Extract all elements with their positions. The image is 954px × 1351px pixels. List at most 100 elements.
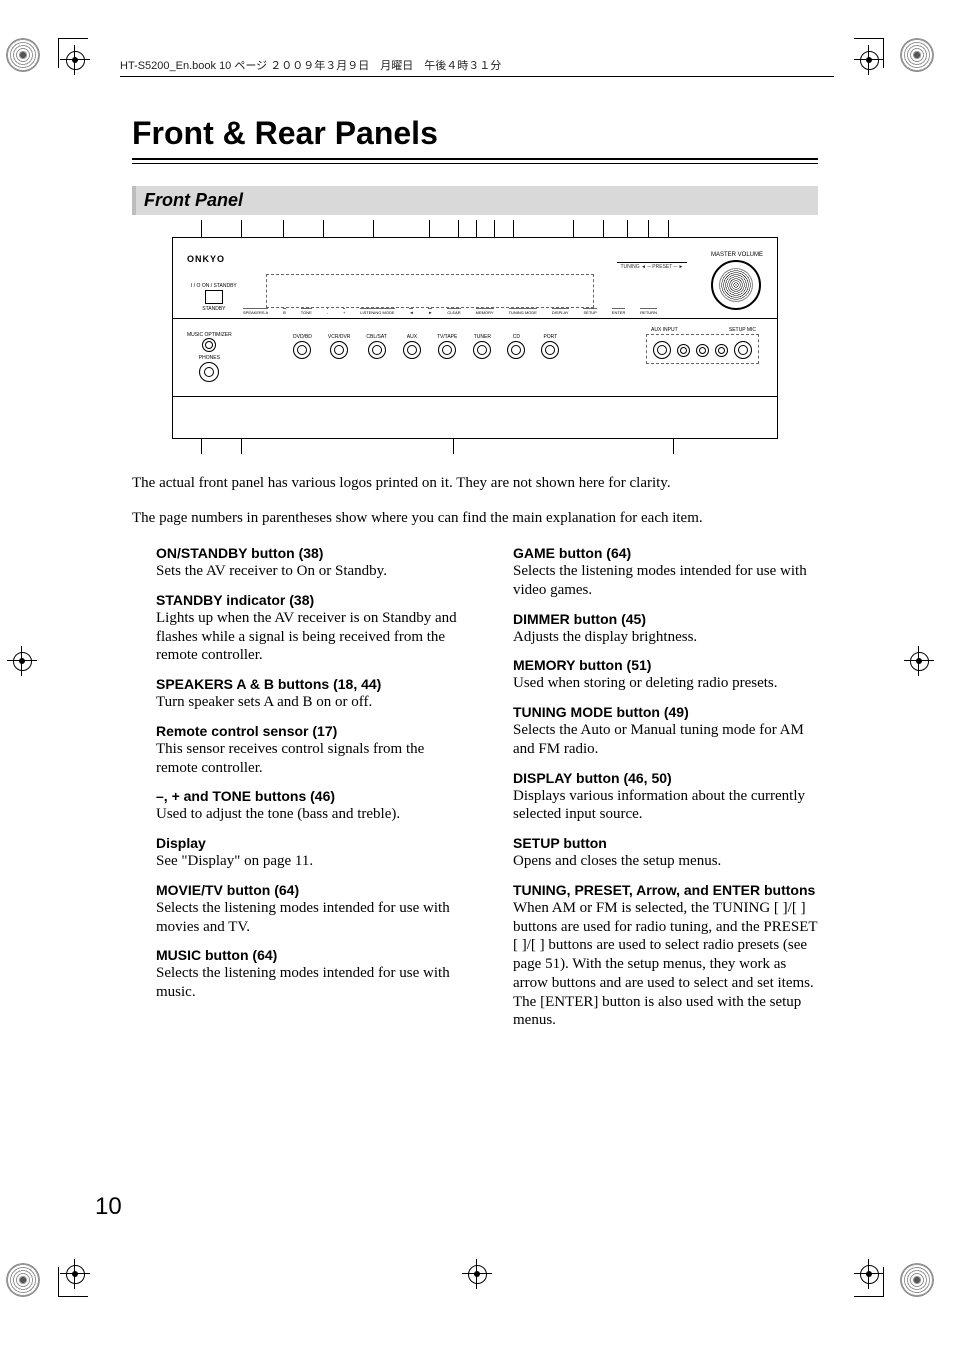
button-label: LISTENING MODE [360, 308, 394, 315]
crosshair-icon [60, 1259, 90, 1289]
music-opt-label: MUSIC OPTIMIZER [187, 332, 232, 338]
crop-corner [883, 38, 884, 68]
crosshair-icon [60, 45, 90, 75]
item-heading: MUSIC button (64) [156, 947, 461, 963]
button-label: TONE [301, 308, 312, 315]
item-heading: SPEAKERS A & B buttons (18, 44) [156, 676, 461, 692]
optimizer-icon [202, 338, 216, 352]
item-heading: SETUP button [513, 835, 818, 851]
button-label: ► [428, 308, 432, 315]
jack-icon [734, 341, 752, 359]
button-label: CLEAR [447, 308, 460, 315]
item-heading: TUNING MODE button (49) [513, 704, 818, 720]
description-item: MEMORY button (51) Used when storing or d… [513, 657, 818, 693]
display-area [266, 274, 594, 308]
description-item: SETUP button Opens and closes the setup m… [513, 835, 818, 871]
crop-corner [58, 1296, 88, 1297]
master-volume: MASTER VOLUME [711, 252, 763, 310]
item-description: When AM or FM is selected, the TUNING [ … [513, 900, 817, 1029]
button-label: B [283, 308, 286, 315]
file-header-text: HT-S5200_En.book 10 ページ ２００９年３月９日 月曜日 午後… [120, 60, 501, 72]
crop-corner [58, 1267, 59, 1297]
regmark-bl [6, 1263, 40, 1297]
master-volume-label: MASTER VOLUME [711, 252, 763, 258]
selector-knob: TV/TAPE [437, 334, 457, 359]
item-description: Selects the listening modes intended for… [513, 563, 807, 598]
description-columns: ON/STANDBY button (38)Sets the AV receiv… [132, 545, 818, 1041]
button-label: SPEAKERS A [243, 308, 268, 315]
item-description: See "Display" on page 11. [156, 853, 313, 869]
title-rule [132, 158, 818, 164]
jack-icon [715, 344, 728, 357]
caption-1: The actual front panel has various logos… [132, 475, 818, 492]
item-heading: STANDBY indicator (38) [156, 592, 461, 608]
phones-label: PHONES [187, 355, 232, 361]
crosshair-icon [854, 1259, 884, 1289]
item-heading: DIMMER button (45) [513, 611, 818, 627]
jack-icon [696, 344, 709, 357]
description-item: TUNING MODE button (49) Selects the Auto … [513, 704, 818, 759]
item-description: Selects the listening modes intended for… [156, 965, 450, 1000]
item-heading: –, + and TONE buttons (46) [156, 788, 461, 804]
selector-knob: TUNER [473, 334, 491, 359]
standby-label: I / O ON / STANDBY [191, 283, 237, 289]
item-description: This sensor receives control signals fro… [156, 741, 424, 776]
selector-knob: VCR/DVR [328, 334, 351, 359]
crosshair-icon [7, 646, 37, 676]
page: HT-S5200_En.book 10 ページ ２００９年３月９日 月曜日 午後… [0, 0, 954, 1351]
tuning-preset-label: TUNING ◄ ─ PRESET ─ ► [617, 262, 687, 270]
standby-button: I / O ON / STANDBY STANDBY [191, 283, 237, 312]
button-label: - [327, 308, 328, 315]
left-column: ON/STANDBY button (38)Sets the AV receiv… [132, 545, 461, 1041]
selector-knob: AUX [403, 334, 421, 359]
right-column: GAME button (64) Selects the listening mo… [489, 545, 818, 1041]
item-heading: MEMORY button (51) [513, 657, 818, 673]
section-heading: Front Panel [132, 186, 818, 215]
crop-corner [58, 38, 59, 68]
phones-jack-icon [199, 362, 219, 382]
item-description: Opens and closes the setup menus. [513, 853, 721, 869]
button-label: DISPLAY [552, 308, 569, 315]
crosshair-icon [462, 1259, 492, 1289]
item-description: Lights up when the AV receiver is on Sta… [156, 610, 457, 664]
button-row-labels: SPEAKERS ABTONE-+LISTENING MODE◄►CLEARME… [243, 308, 657, 315]
item-heading: Display [156, 835, 461, 851]
description-item: GAME button (64) Selects the listening mo… [513, 545, 818, 600]
crosshair-icon [904, 646, 934, 676]
jack-icon [677, 344, 690, 357]
regmark-tr [900, 38, 934, 72]
aux-input-section: AUX INPUTSETUP MIC [646, 334, 759, 364]
item-heading: MOVIE/TV button (64) [156, 882, 461, 898]
description-item: TUNING, PRESET, Arrow, and ENTER buttons… [513, 882, 818, 1030]
description-item: ON/STANDBY button (38)Sets the AV receiv… [156, 545, 461, 581]
item-heading: GAME button (64) [513, 545, 818, 561]
item-description: Used when storing or deleting radio pres… [513, 675, 778, 691]
item-heading: DISPLAY button (46, 50) [513, 770, 818, 786]
selector-knob: CD [507, 334, 525, 359]
item-description: Selects the listening modes intended for… [156, 900, 450, 935]
item-description: Selects the Auto or Manual tuning mode f… [513, 722, 804, 757]
description-item: STANDBY indicator (38) Lights up when the… [156, 592, 461, 665]
description-item: MUSIC button (64) Selects the listening m… [156, 947, 461, 1002]
item-description: Turn speaker sets A and B on or off. [156, 694, 372, 710]
crop-corner [854, 1296, 884, 1297]
description-item: MOVIE/TV button (64) Selects the listenin… [156, 882, 461, 937]
crop-corner [883, 1267, 884, 1297]
description-item: –, + and TONE buttons (46) Used to adjust… [156, 788, 461, 824]
item-description: Displays various information about the c… [513, 788, 805, 823]
description-item: DISPLAY button (46, 50) Displays various … [513, 770, 818, 825]
button-label: SETUP [583, 308, 596, 315]
front-panel-diagram: ONKYO MASTER VOLUME TUNING ◄ ─ PRESET ─ … [172, 237, 778, 439]
button-label: RETURN [640, 308, 657, 315]
crop-corner [854, 38, 884, 39]
item-description: Used to adjust the tone (bass and treble… [156, 806, 400, 822]
phones-section: MUSIC OPTIMIZER PHONES [187, 332, 232, 382]
button-label: + [343, 308, 345, 315]
selector-knob: CBL/SAT [366, 334, 386, 359]
item-heading: Remote control sensor (17) [156, 723, 461, 739]
diagram-container: ONKYO MASTER VOLUME TUNING ◄ ─ PRESET ─ … [172, 237, 778, 439]
description-item: Display See "Display" on page 11. [156, 835, 461, 871]
page-number: 10 [95, 1193, 122, 1221]
item-description: Adjusts the display brightness. [513, 629, 697, 645]
item-heading: TUNING, PRESET, Arrow, and ENTER buttons [513, 882, 818, 898]
